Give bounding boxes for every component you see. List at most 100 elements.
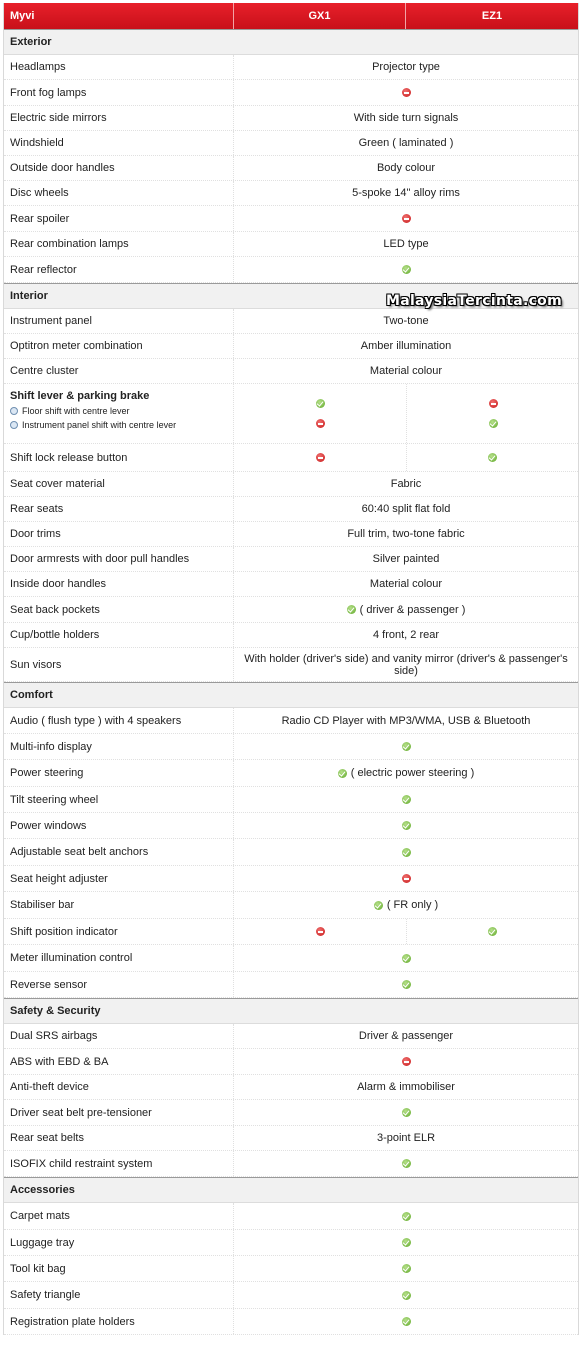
table-row: Shift position indicator: [4, 919, 578, 945]
row-label: Instrument panel: [4, 309, 234, 333]
value-cell: [234, 734, 578, 759]
ez1-cell: [407, 444, 578, 471]
check-icon: [401, 1238, 411, 1247]
value-text: Body colour: [376, 162, 436, 174]
value-text: 3-point ELR: [376, 1132, 436, 1144]
comfort-rows: Audio ( flush type ) with 4 speakers Radi…: [4, 708, 578, 998]
row-label: Anti-theft device: [4, 1075, 234, 1099]
spec-table: Myvi GX1 EZ1 Exterior Headlamps Projector…: [3, 3, 579, 1335]
row-label: Windshield: [4, 131, 234, 155]
value-cell: Two-tone: [234, 309, 578, 333]
row-label: Door armrests with door pull handles: [4, 547, 234, 571]
interior-rows-b: Seat cover material Fabric Rear seats 60:40…: [4, 472, 578, 682]
row-label: Front fog lamps: [4, 80, 234, 105]
value-cell: Alarm & immobiliser: [234, 1075, 578, 1099]
shift-lever-label: Shift lever & parking brake Floor shift …: [4, 384, 234, 443]
row-label: Rear seats: [4, 497, 234, 521]
row-label: Shift lock release button: [4, 444, 234, 471]
check-icon: [401, 821, 411, 830]
table-row: Rear reflector: [4, 257, 578, 283]
value-text: 5-spoke 14" alloy rims: [352, 187, 460, 199]
table-row: Power steering ( electric power steering …: [4, 760, 578, 787]
no-entry-icon: [401, 88, 411, 97]
value-cell: Material colour: [234, 572, 578, 596]
value-cell: [234, 1100, 578, 1125]
check-icon: [401, 265, 411, 274]
watermark: MalaysiaTercinta.com: [385, 293, 562, 309]
value-cell: Radio CD Player with MP3/WMA, USB & Blue…: [234, 708, 578, 733]
bullet-icon: [10, 421, 18, 429]
value-cell: Driver & passenger: [234, 1024, 578, 1048]
value-text: Two-tone: [383, 315, 429, 327]
value-text: Material colour: [369, 365, 443, 377]
table-row: Optitron meter combination Amber illumina…: [4, 334, 578, 359]
table-row: Rear spoiler: [4, 206, 578, 232]
row-label: Shift position indicator: [4, 919, 234, 944]
table-row: Windshield Green ( laminated ): [4, 131, 578, 156]
section-comfort: Comfort: [4, 682, 578, 708]
exterior-rows: Headlamps Projector type Front fog lamps El…: [4, 55, 578, 283]
shift-lever-block: Shift lever & parking brake Floor shift …: [4, 384, 578, 444]
row-label: ISOFIX child restraint system: [4, 1151, 234, 1176]
header-gx1: GX1: [234, 3, 406, 29]
table-row: Power windows: [4, 813, 578, 839]
value-cell: ( FR only ): [234, 892, 578, 918]
value-cell: [234, 813, 578, 838]
value-text: Material colour: [369, 578, 443, 590]
table-row: Dual SRS airbags Driver & passenger: [4, 1024, 578, 1049]
table-row: ISOFIX child restraint system: [4, 1151, 578, 1177]
value-text: Radio CD Player with MP3/WMA, USB & Blue…: [281, 714, 531, 727]
row-label: Reverse sensor: [4, 972, 234, 997]
table-row: Stabiliser bar ( FR only ): [4, 892, 578, 919]
section-exterior: Exterior: [4, 29, 578, 55]
row-label: Inside door handles: [4, 572, 234, 596]
check-icon: [401, 1211, 411, 1221]
value-text: ( driver & passenger ): [359, 603, 466, 616]
table-row: Registration plate holders: [4, 1309, 578, 1335]
row-label: Multi-info display: [4, 734, 234, 759]
value-cell: LED type: [234, 232, 578, 256]
table-row: Disc wheels 5-spoke 14" alloy rims: [4, 181, 578, 206]
row-label: Sun visors: [4, 648, 234, 681]
table-row: Cup/bottle holders 4 front, 2 rear: [4, 623, 578, 648]
gx1-cell: [234, 919, 407, 944]
section-interior: Interior: [4, 283, 578, 309]
shift-option-label: Floor shift with centre lever: [22, 406, 130, 416]
check-icon: [401, 1108, 411, 1117]
value-cell: With holder (driver's side) and vanity m…: [234, 648, 578, 681]
value-text: Alarm & immobiliser: [357, 1081, 455, 1093]
value-cell: Amber illumination: [234, 334, 578, 358]
row-label: Headlamps: [4, 55, 234, 79]
header-model: Myvi: [4, 3, 234, 29]
table-row: Outside door handles Body colour: [4, 156, 578, 181]
check-icon: [316, 399, 325, 408]
bullet-icon: [10, 407, 18, 415]
value-cell: [234, 787, 578, 812]
value-cell: 4 front, 2 rear: [234, 623, 578, 647]
row-label: Centre cluster: [4, 359, 234, 383]
value-text: 4 front, 2 rear: [372, 629, 440, 641]
table-row: Door trims Full trim, two-tone fabric: [4, 522, 578, 547]
table-row: Seat cover material Fabric: [4, 472, 578, 497]
table-row: Meter illumination control: [4, 945, 578, 972]
table-row: Driver seat belt pre-tensioner: [4, 1100, 578, 1126]
row-label: Luggage tray: [4, 1230, 234, 1255]
value-cell: ( driver & passenger ): [234, 597, 578, 622]
value-text: Full trim, two-tone fabric: [347, 528, 465, 540]
value-text: With side turn signals: [353, 112, 459, 124]
value-text: Fabric: [390, 478, 422, 490]
value-cell: [234, 1282, 578, 1308]
value-cell: [234, 1230, 578, 1255]
value-cell: [234, 972, 578, 997]
value-cell: [234, 839, 578, 865]
table-row: Safety triangle: [4, 1282, 578, 1309]
value-cell: Fabric: [234, 472, 578, 496]
value-text: With holder (driver's side) and vanity m…: [244, 652, 568, 677]
row-label: Driver seat belt pre-tensioner: [4, 1100, 234, 1125]
table-row: Headlamps Projector type: [4, 55, 578, 80]
value-text: 60:40 split flat fold: [361, 503, 451, 515]
row-label: ABS with EBD & BA: [4, 1049, 234, 1074]
table-row: Carpet mats: [4, 1203, 578, 1230]
table-row: Rear combination lamps LED type: [4, 232, 578, 257]
check-icon: [401, 1290, 411, 1300]
